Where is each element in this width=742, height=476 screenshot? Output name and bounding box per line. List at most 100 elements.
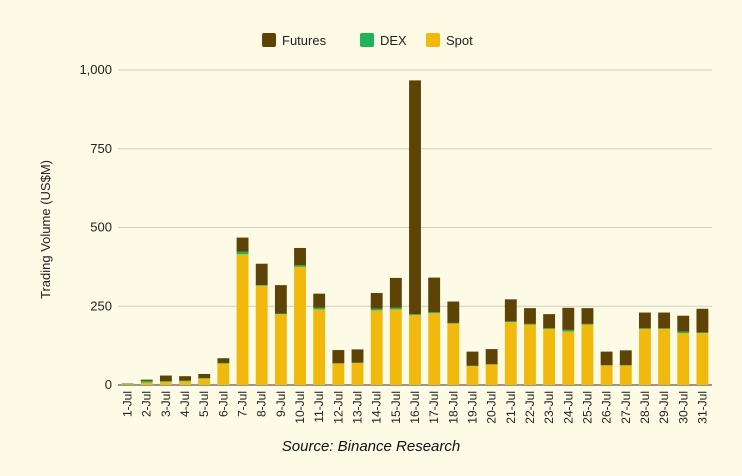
bar-futures-23-Jul (543, 314, 556, 329)
source-note: Source: Binance Research (281, 438, 461, 455)
bar-spot-23-Jul (543, 328, 556, 385)
x-tick-label: 26-Jul (600, 391, 614, 424)
bar-futures-19-Jul (466, 351, 479, 366)
x-tick-label: 24-Jul (561, 391, 575, 424)
x-tick-label: 30-Jul (676, 391, 690, 424)
x-tick-label: 18-Jul (446, 391, 460, 424)
bar-futures-2-Jul (140, 379, 153, 381)
x-tick-label: 20-Jul (485, 391, 499, 424)
bar-futures-20-Jul (485, 349, 498, 365)
bar-dex-2-Jul (140, 380, 153, 383)
x-tick-label: 3-Jul (159, 391, 173, 417)
x-tick-label: 5-Jul (197, 391, 211, 417)
bar-futures-26-Jul (600, 351, 613, 366)
bar-futures-22-Jul (524, 308, 536, 324)
x-tick-label: 14-Jul (370, 391, 384, 424)
bar-spot-29-Jul (658, 328, 671, 385)
bar-futures-27-Jul (619, 350, 632, 366)
x-tick-label: 28-Jul (638, 391, 652, 424)
y-tick-label: 750 (90, 141, 112, 156)
bar-futures-21-Jul (504, 299, 517, 322)
bar-dex-30-Jul (677, 331, 690, 334)
bar-futures-16-Jul (409, 80, 421, 315)
bar-dex-21-Jul (504, 321, 517, 322)
bar-spot-31-Jul (696, 333, 709, 385)
y-axis-title: Trading Volume (US$M) (38, 160, 53, 299)
bar-spot-27-Jul (619, 365, 632, 385)
x-tick-label: 25-Jul (580, 391, 594, 424)
legend-swatch-dex (360, 33, 374, 47)
bar-spot-28-Jul (638, 328, 651, 385)
bar-dex-23-Jul (543, 328, 556, 329)
bar-spot-13-Jul (351, 362, 364, 385)
bar-spot-8-Jul (255, 285, 268, 385)
bar-dex-31-Jul (696, 332, 709, 334)
bar-spot-11-Jul (313, 309, 326, 385)
bar-spot-16-Jul (409, 315, 421, 385)
bar-spot-17-Jul (428, 313, 441, 385)
bar-spot-14-Jul (370, 310, 383, 385)
y-tick-label: 500 (90, 220, 112, 235)
legend-label-spot: Spot (446, 33, 473, 48)
x-tick-label: 8-Jul (255, 391, 269, 417)
bar-spot-2-Jul (140, 382, 153, 385)
x-tick-label: 10-Jul (293, 391, 307, 424)
bar-futures-24-Jul (562, 307, 575, 330)
bar-dex-25-Jul (581, 323, 594, 325)
bar-futures-5-Jul (198, 373, 211, 379)
bar-spot-12-Jul (332, 363, 345, 385)
bar-futures-28-Jul (638, 312, 651, 329)
bar-dex-17-Jul (428, 312, 441, 314)
bar-spot-9-Jul (274, 314, 287, 385)
bar-spot-20-Jul (485, 364, 498, 385)
bar-futures-4-Jul (179, 376, 192, 381)
bar-spot-26-Jul (600, 365, 613, 385)
bar-futures-10-Jul (294, 247, 306, 266)
bar-dex-28-Jul (638, 328, 651, 329)
x-tick-label: 1-Jul (121, 391, 135, 417)
bar-spot-25-Jul (581, 324, 594, 385)
bar-spot-22-Jul (524, 324, 536, 385)
bar-dex-22-Jul (524, 323, 536, 325)
bar-spot-1-Jul (121, 384, 134, 385)
legend-swatch-futures (262, 33, 276, 47)
bar-dex-16-Jul (409, 314, 421, 316)
bar-dex-6-Jul (217, 362, 230, 364)
bar-spot-3-Jul (159, 381, 172, 385)
bar-dex-10-Jul (294, 265, 306, 267)
legend-label-futures: Futures (282, 33, 327, 48)
bar-dex-11-Jul (313, 307, 326, 310)
bar-futures-3-Jul (159, 375, 172, 382)
bar-futures-18-Jul (447, 301, 460, 323)
x-tick-label: 31-Jul (695, 391, 709, 424)
bar-dex-29-Jul (658, 328, 671, 329)
x-tick-label: 7-Jul (236, 391, 250, 417)
x-tick-label: 11-Jul (312, 391, 326, 423)
x-tick-label: 2-Jul (140, 391, 154, 417)
bar-spot-6-Jul (217, 363, 230, 385)
bar-futures-12-Jul (332, 350, 345, 364)
bar-spot-10-Jul (294, 266, 306, 385)
x-tick-label: 15-Jul (389, 391, 403, 424)
y-tick-label: 250 (90, 298, 112, 313)
bar-futures-7-Jul (236, 237, 249, 252)
bar-futures-11-Jul (313, 293, 326, 308)
bar-dex-3-Jul (159, 381, 172, 382)
legend-swatch-spot (426, 33, 440, 47)
x-tick-label: 4-Jul (178, 391, 192, 417)
bar-futures-25-Jul (581, 308, 594, 324)
bar-futures-15-Jul (389, 277, 402, 308)
bar-dex-8-Jul (255, 285, 268, 286)
bar-spot-5-Jul (198, 378, 211, 385)
bar-spot-18-Jul (447, 323, 460, 385)
bar-spot-30-Jul (677, 333, 690, 385)
bar-spot-15-Jul (389, 309, 402, 385)
bar-spot-21-Jul (504, 322, 517, 385)
bar-dex-24-Jul (562, 329, 575, 332)
bar-dex-4-Jul (179, 380, 192, 382)
bar-futures-13-Jul (351, 349, 364, 363)
x-tick-label: 16-Jul (408, 391, 422, 424)
x-tick-label: 19-Jul (465, 391, 479, 424)
bar-spot-24-Jul (562, 331, 575, 385)
